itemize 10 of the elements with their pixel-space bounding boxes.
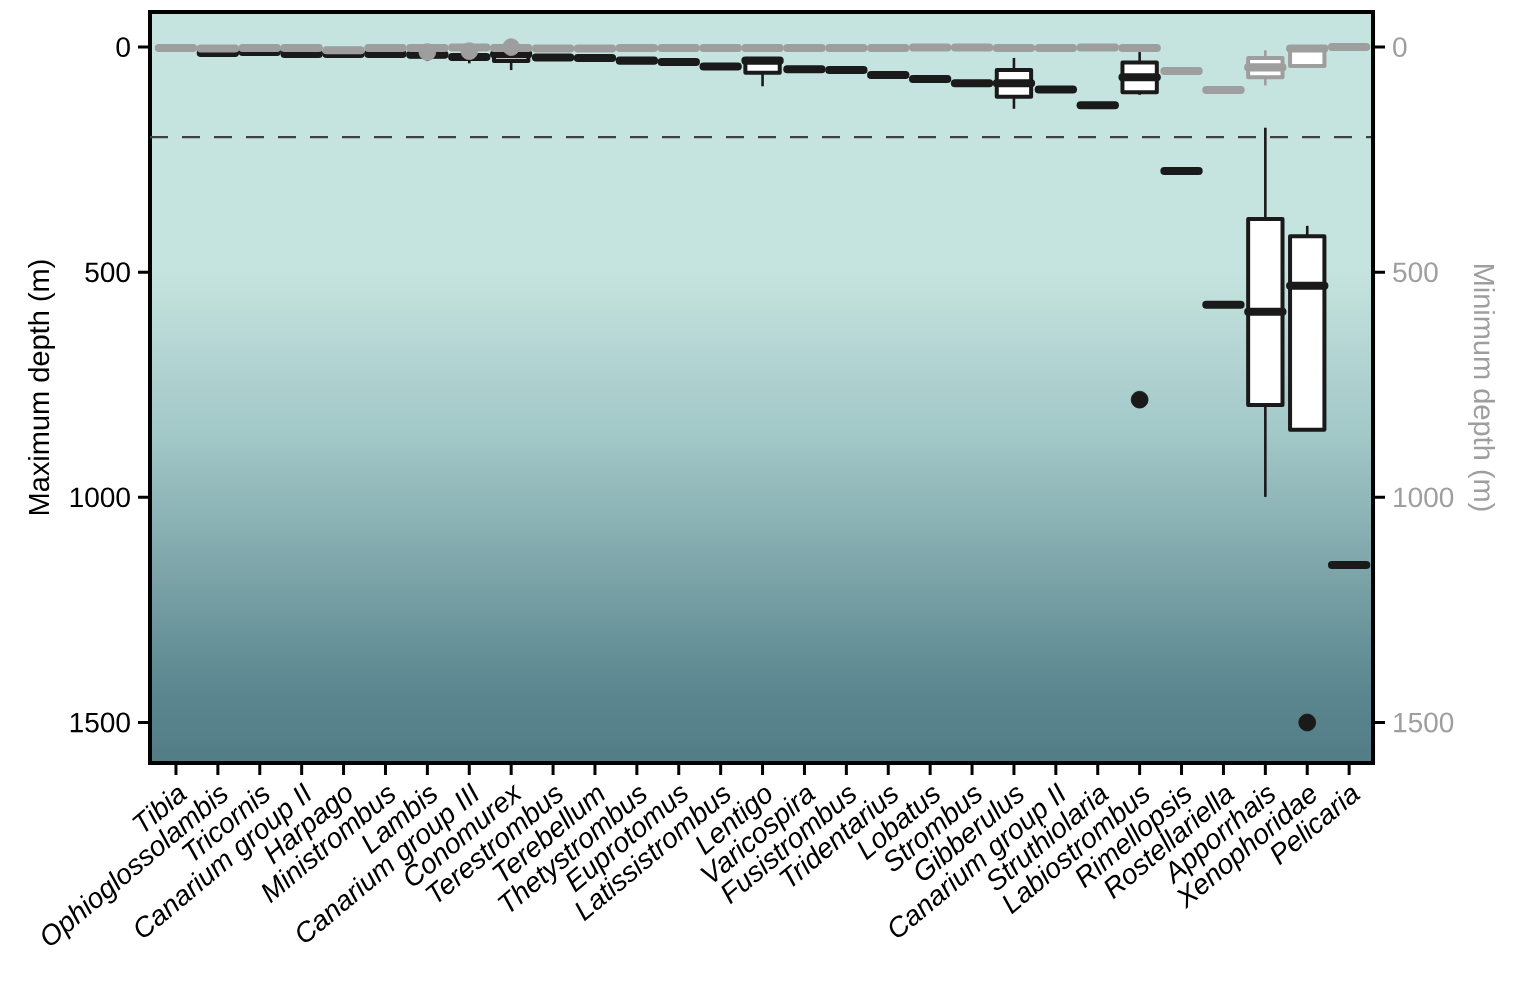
y2-axis-title: Minimum depth (m) (1468, 264, 1496, 511)
y2-tick-label: 500 (1393, 262, 1438, 283)
y2-tick-label: 0 (1393, 37, 1407, 58)
y2-tick-label: 1500 (1394, 712, 1454, 733)
y-tick-label: 1500 (70, 712, 130, 733)
y-axis-title: Maximum depth (m) (27, 260, 55, 515)
y-tick-label: 1000 (70, 487, 130, 508)
y2-tick-label: 1000 (1394, 487, 1454, 508)
y-tick-label: 500 (85, 262, 130, 283)
y-tick-label: 0 (116, 37, 130, 58)
